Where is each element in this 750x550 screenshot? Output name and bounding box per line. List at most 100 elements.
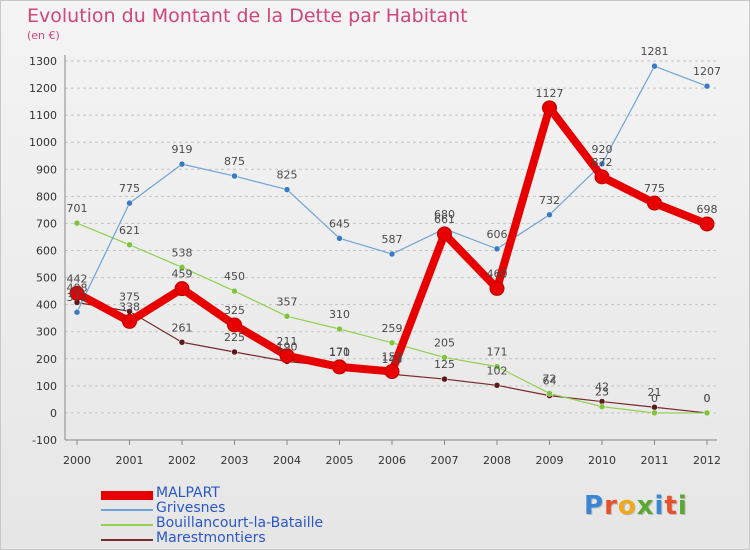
y-tick-label: 700 <box>36 217 57 230</box>
data-point-grivesnes <box>73 308 81 316</box>
chart-title: Evolution du Montant de la Dette par Hab… <box>27 5 468 27</box>
y-tick-label: 100 <box>36 380 57 393</box>
y-tick-label: 600 <box>36 245 57 258</box>
data-label-malpart: 325 <box>224 304 245 317</box>
data-point-bouillancourt-la-bataille <box>178 264 186 271</box>
legend-swatch <box>101 509 153 511</box>
data-point-bouillancourt-la-bataille <box>126 241 133 249</box>
data-label-malpart: 1127 <box>536 87 564 100</box>
x-tick-label: 2009 <box>536 454 564 467</box>
x-tick-label: 2010 <box>588 454 616 467</box>
x-tick-label: 2008 <box>483 454 511 467</box>
y-tick-label: 400 <box>36 299 57 312</box>
data-label-malpart: 338 <box>119 300 140 313</box>
legend-label: Marestmontiers <box>156 530 266 546</box>
data-point-grivesnes <box>178 160 186 168</box>
data-point-grivesnes <box>126 199 133 207</box>
data-label-bouillancourt-la-bataille: 450 <box>224 270 245 283</box>
data-label-malpart: 698 <box>697 203 718 216</box>
data-label-grivesnes: 645 <box>329 217 350 230</box>
data-label-grivesnes: 732 <box>539 194 560 207</box>
data-label-marestmontiers: 42 <box>595 381 609 394</box>
x-tick-label: 2003 <box>221 454 249 467</box>
data-label-grivesnes: 372 <box>67 291 88 304</box>
data-label-malpart: 872 <box>592 156 613 169</box>
data-label-malpart: 775 <box>644 182 665 195</box>
data-point-malpart <box>437 226 452 242</box>
x-tick-label: 2002 <box>168 454 196 467</box>
data-point-malpart <box>489 280 505 296</box>
x-tick-label: 2007 <box>431 454 459 467</box>
data-point-marestmontiers <box>493 382 501 389</box>
x-tick-label: 2001 <box>116 454 144 467</box>
logo-letter: P <box>584 491 605 521</box>
y-tick-label: 1000 <box>29 136 57 149</box>
data-label-bouillancourt-la-bataille: 0 <box>704 392 711 405</box>
x-tick-label: 2012 <box>693 454 721 467</box>
data-label-malpart: 661 <box>434 213 455 226</box>
data-point-grivesnes <box>336 235 343 242</box>
data-point-grivesnes <box>651 62 658 70</box>
data-label-bouillancourt-la-bataille: 259 <box>382 322 403 335</box>
data-label-bouillancourt-la-bataille: 0 <box>651 392 658 405</box>
data-label-marestmontiers: 143 <box>382 353 403 366</box>
data-label-malpart: 442 <box>67 272 88 285</box>
x-tick-label: 2000 <box>63 454 91 467</box>
x-tick-label: 2006 <box>378 454 406 467</box>
data-label-marestmontiers: 64 <box>543 375 557 388</box>
data-point-malpart <box>647 195 662 211</box>
data-label-bouillancourt-la-bataille: 538 <box>172 246 193 259</box>
data-label-malpart: 153 <box>382 351 403 364</box>
data-label-bouillancourt-la-bataille: 72 <box>543 372 557 385</box>
data-label-bouillancourt-la-bataille: 701 <box>67 202 88 215</box>
data-label-marestmontiers: 375 <box>119 290 140 303</box>
data-point-bouillancourt-la-bataille <box>231 287 238 295</box>
data-point-malpart <box>542 100 557 116</box>
logo-letter: i <box>677 491 688 521</box>
data-label-marestmontiers: 125 <box>434 358 455 371</box>
logo-letter: t <box>664 491 678 521</box>
legend-label: Grivesnes <box>156 500 226 516</box>
data-point-bouillancourt-la-bataille <box>703 409 711 417</box>
data-label-grivesnes: 775 <box>119 182 140 195</box>
data-point-grivesnes <box>231 172 238 180</box>
y-tick-label: 300 <box>36 326 57 339</box>
logo-letter: x <box>636 491 655 521</box>
data-point-bouillancourt-la-bataille <box>598 403 606 410</box>
data-label-bouillancourt-la-bataille: 310 <box>329 308 350 321</box>
data-point-bouillancourt-la-bataille <box>441 354 448 361</box>
data-point-bouillancourt-la-bataille <box>388 339 396 347</box>
data-point-malpart <box>227 317 242 333</box>
data-point-bouillancourt-la-bataille <box>73 219 81 227</box>
data-point-marestmontiers <box>441 375 448 383</box>
data-point-bouillancourt-la-bataille <box>493 363 501 370</box>
x-tick-label: 2005 <box>326 454 354 467</box>
data-point-grivesnes <box>283 186 291 193</box>
legend-swatch <box>101 524 153 526</box>
data-point-bouillancourt-la-bataille <box>546 390 553 397</box>
data-label-bouillancourt-la-bataille: 171 <box>487 346 508 359</box>
data-label-bouillancourt-la-bataille: 205 <box>434 336 455 349</box>
y-tick-label: 900 <box>36 163 57 176</box>
y-tick-label: 500 <box>36 272 57 285</box>
data-label-grivesnes: 920 <box>592 143 613 156</box>
data-point-grivesnes <box>546 211 553 219</box>
data-label-malpart: 460 <box>487 267 508 280</box>
data-label-grivesnes: 825 <box>277 169 298 182</box>
data-point-grivesnes <box>703 82 711 90</box>
y-tick-label: 200 <box>36 353 57 366</box>
logo-letter: r <box>604 491 618 521</box>
x-tick-label: 2004 <box>273 454 301 467</box>
y-tick-label: 1300 <box>29 55 57 68</box>
y-tick-label: 1200 <box>29 82 57 95</box>
data-label-grivesnes: 680 <box>434 208 455 221</box>
data-label-grivesnes: 587 <box>382 233 403 246</box>
legend-label: Bouillancourt-la-Bataille <box>156 515 324 531</box>
data-label-marestmontiers: 0 <box>704 392 711 405</box>
data-label-marestmontiers: 261 <box>172 321 193 334</box>
data-point-malpart <box>384 364 400 380</box>
data-point-grivesnes <box>598 160 606 168</box>
data-point-malpart <box>332 359 347 375</box>
